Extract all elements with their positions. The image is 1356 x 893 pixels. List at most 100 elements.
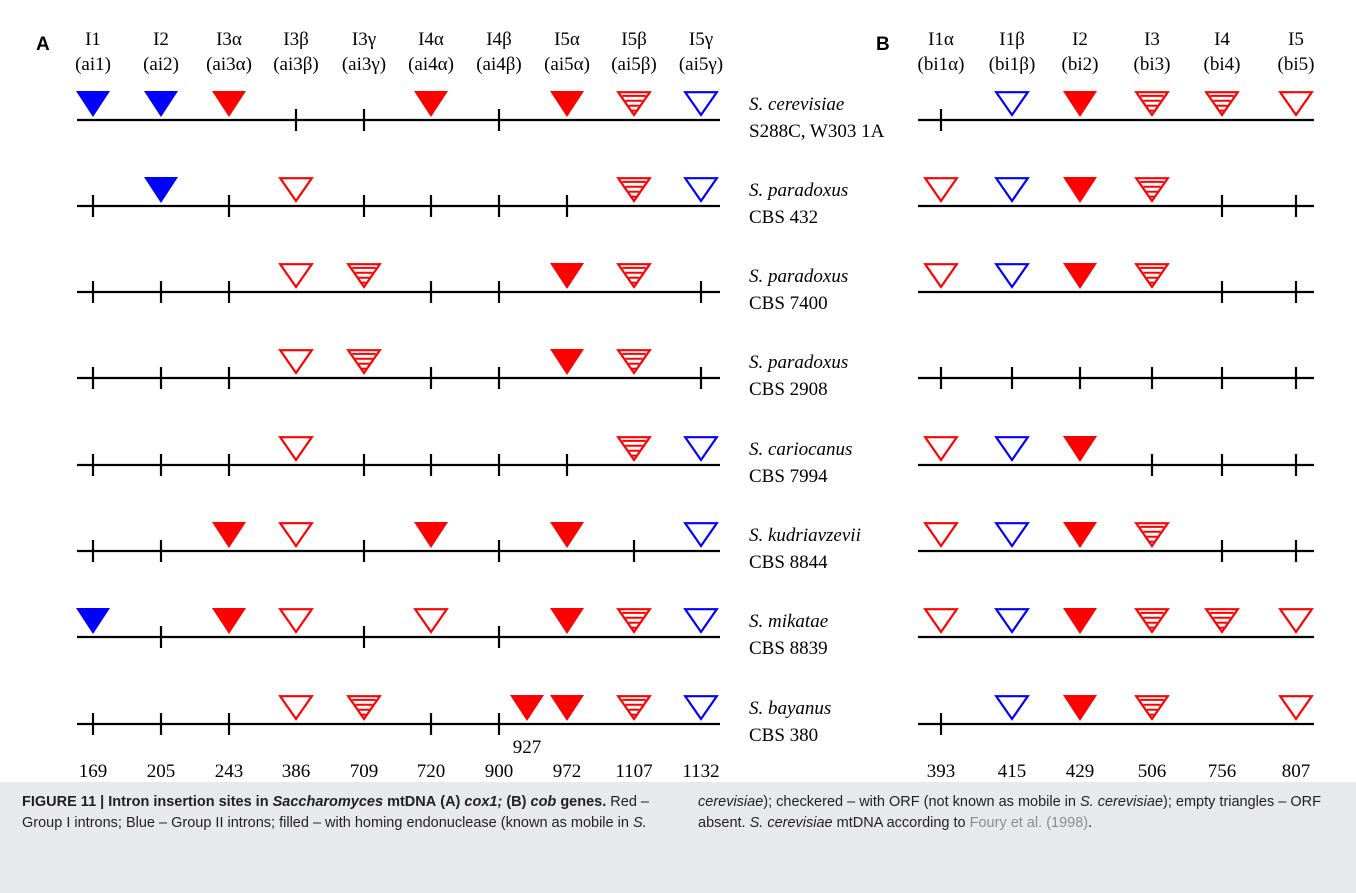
cox1-site-group1-empty-triangle: [278, 263, 314, 289]
cox1-site-group1-filled-triangle: [550, 263, 584, 289]
cox1-site-group1-filled-triangle: [414, 522, 448, 548]
species-name: S. bayanus: [749, 698, 831, 719]
cox1-site-group1-checkered-triangle: [616, 263, 652, 289]
cob-site-group1-checkered-triangle: [1134, 608, 1170, 634]
panel-a-header-bottom: (ai4β): [476, 54, 522, 75]
caption-title-b: (B): [506, 794, 527, 810]
cox1-site-group2-empty-triangle: [683, 177, 719, 203]
cox1-site-group1-empty-triangle: [278, 522, 314, 548]
panel-b-position-label: 807: [1282, 761, 1311, 780]
panel-b-header-bottom: (bi1α): [918, 54, 965, 75]
cob-site-group2-empty-triangle: [994, 522, 1030, 548]
cob-site-group1-empty-triangle: [923, 177, 959, 203]
panel-b-positions: 393 415 429 506 756 807: [927, 761, 1311, 780]
cox1-site-group1-empty-triangle: [278, 695, 314, 721]
panel-a-header-bottom: (ai3α): [206, 54, 252, 75]
cox1-site-group1-filled-triangle: [550, 695, 584, 721]
panel-b-headers: I1α (bi1α) I1β (bi1β) I2 (bi2) I3 (bi3) I4 (bi4) I…: [918, 29, 1315, 75]
panel-a-position-label: 243: [215, 761, 244, 780]
panel-a-header-top: I5γ: [689, 29, 713, 50]
species-row: S. bayanus CBS 380: [77, 695, 1314, 746]
caption-species-3: S. cerevisiae: [749, 815, 833, 831]
cox1-site-group1-filled-triangle: [212, 608, 246, 634]
cox1-site-group2-empty-triangle: [683, 91, 719, 117]
cob-site-group2-empty-triangle: [994, 177, 1030, 203]
caption-species-1: S. cerevisiae: [632, 794, 764, 831]
panel-a-header-bottom: (ai5γ): [679, 54, 723, 75]
panel-a-header-bottom: (ai5β): [611, 54, 657, 75]
species-name: S. cerevisiae: [749, 94, 844, 115]
cob-site-group1-empty-triangle: [923, 263, 959, 289]
cox1-site-group1-checkered-triangle: [346, 349, 382, 375]
cox1-site-927-group1-filled-triangle: [510, 695, 544, 721]
cob-site-group1-empty-triangle: [923, 436, 959, 462]
strain-name: CBS 7400: [749, 293, 828, 314]
strain-name: CBS 8844: [749, 552, 828, 573]
panel-a-header-bottom: (ai1): [75, 54, 111, 75]
panel-b-header-top: I2: [1072, 29, 1088, 50]
cox1-site-group1-filled-triangle: [550, 608, 584, 634]
cox1-site-group1-empty-triangle: [278, 436, 314, 462]
panel-b-position-label: 393: [927, 761, 956, 780]
panel-a-positions: 169 205 243 386 709 720 900 972 1107 1132: [79, 761, 720, 780]
cob-site-group1-filled-triangle: [1063, 695, 1097, 721]
cox1-site-group1-filled-triangle: [414, 91, 448, 117]
panel-b-header-bottom: (bi3): [1134, 54, 1171, 75]
caption-text-5: .: [1088, 815, 1093, 831]
caption-text-1: Red – Group I introns; Blue – Group II i…: [22, 794, 649, 831]
cox1-site-group1-filled-triangle: [550, 349, 584, 375]
cob-site-group2-empty-triangle: [994, 436, 1030, 462]
caption-title-a: (A): [440, 794, 461, 810]
panel-a-position-label: 1132: [682, 761, 719, 780]
strain-name: CBS 7994: [749, 466, 828, 487]
strain-name: CBS 432: [749, 207, 818, 228]
panel-a-header-top: I3β: [283, 29, 309, 50]
panel-a-header-bottom: (ai4α): [408, 54, 454, 75]
position-label-927: 927: [513, 737, 542, 758]
panel-b-header-bottom: (bi2): [1062, 54, 1099, 75]
cob-site-group1-empty-triangle: [1278, 91, 1314, 117]
species-name: S. paradoxus: [749, 180, 848, 201]
panel-b-header-top: I1β: [999, 29, 1025, 50]
cob-site-group2-empty-triangle: [994, 91, 1030, 117]
species-row: S. kudriavzevii CBS 8844: [77, 522, 1314, 573]
cox1-site-group1-filled-triangle: [212, 522, 246, 548]
panel-b-header-top: I1α: [928, 29, 954, 50]
panel-a-header-top: I1: [85, 29, 101, 50]
caption-reference-link[interactable]: Foury et al. (1998): [969, 815, 1089, 831]
cox1-site-group1-checkered-triangle: [616, 349, 652, 375]
panel-b-position-label: 506: [1138, 761, 1167, 780]
panel-b-position-label: 756: [1208, 761, 1237, 780]
caption-genus: Saccharomyces: [272, 794, 384, 810]
panel-a-header-top: I4α: [418, 29, 444, 50]
cox1-site-group2-filled-triangle: [144, 91, 178, 117]
species-name: S. paradoxus: [749, 352, 848, 373]
cox1-site-group1-checkered-triangle: [616, 177, 652, 203]
strain-name: CBS 8839: [749, 638, 828, 659]
cob-site-group1-checkered-triangle: [1134, 695, 1170, 721]
panel-b-header-top: I5: [1288, 29, 1304, 50]
panel-a-header-top: I3γ: [352, 29, 376, 50]
caption-title-mid: mtDNA: [387, 794, 437, 810]
cox1-site-group2-empty-triangle: [683, 436, 719, 462]
cox1-site-group2-empty-triangle: [683, 695, 719, 721]
species-row: S. mikatae CBS 8839: [76, 608, 1314, 659]
cob-site-group2-empty-triangle: [994, 263, 1030, 289]
species-name: S. paradoxus: [749, 266, 848, 287]
cob-site-group1-filled-triangle: [1063, 263, 1097, 289]
cox1-site-group1-filled-triangle: [550, 91, 584, 117]
panel-a-position-label: 169: [79, 761, 108, 780]
panel-a-header-bottom: (ai2): [143, 54, 179, 75]
panel-a-header-top: I3α: [216, 29, 242, 50]
cob-site-group1-checkered-triangle: [1204, 608, 1240, 634]
species-row: S. paradoxus CBS 7400: [77, 263, 1314, 314]
cox1-site-group2-empty-triangle: [683, 608, 719, 634]
cox1-site-group1-empty-triangle: [278, 608, 314, 634]
cob-site-group1-empty-triangle: [1278, 695, 1314, 721]
panel-b-label: B: [876, 34, 890, 55]
caption-gene-a: cox1;: [464, 794, 503, 810]
panel-a-label: A: [36, 34, 50, 55]
panel-a-position-label: 900: [485, 761, 514, 780]
species-name: S. kudriavzevii: [749, 525, 861, 546]
cob-site-group2-empty-triangle: [994, 608, 1030, 634]
